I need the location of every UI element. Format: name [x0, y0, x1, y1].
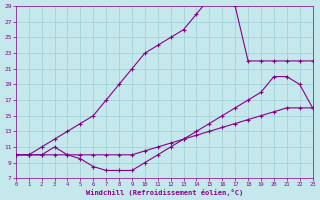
X-axis label: Windchill (Refroidissement éolien,°C): Windchill (Refroidissement éolien,°C): [85, 189, 243, 196]
